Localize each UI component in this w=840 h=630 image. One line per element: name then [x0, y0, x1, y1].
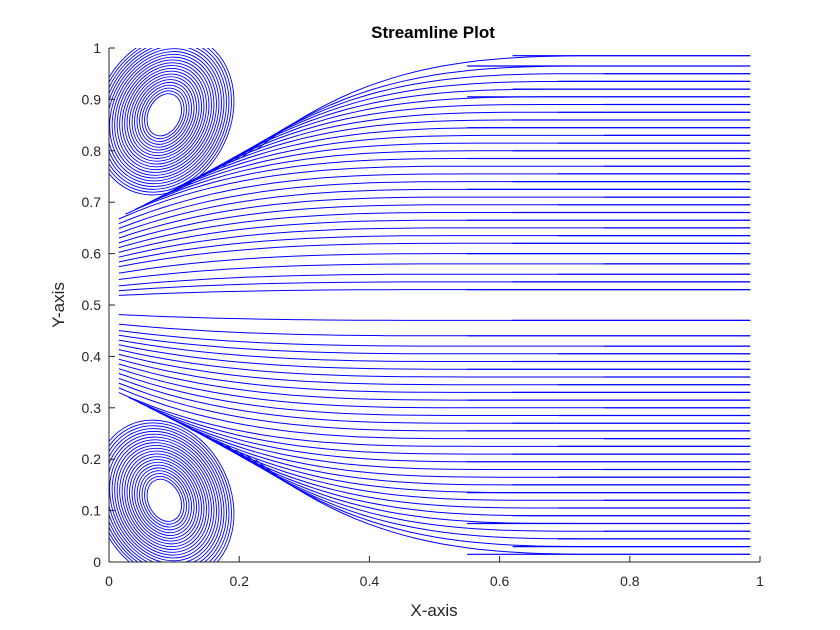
- upper-flow-streamline: [118, 263, 751, 280]
- vortex-loop: [129, 73, 200, 157]
- lower-flow-streamline: [118, 358, 751, 393]
- vortex-loop: [136, 467, 192, 534]
- vortex-loop: [109, 436, 220, 562]
- y-tick-label: 0.9: [82, 91, 102, 107]
- upper-flow-streamline: [134, 150, 751, 210]
- y-tick-label: 0.1: [82, 503, 102, 519]
- vortex-loop: [111, 439, 217, 562]
- vortex-loop: [139, 84, 190, 145]
- y-tick-label: 0.4: [82, 348, 102, 364]
- vortex-loop: [109, 48, 227, 188]
- vortex-loop: [136, 82, 192, 148]
- x-tick-label: 0.6: [490, 573, 510, 589]
- upper-flow-streamline: [118, 212, 751, 249]
- y-tick-label: 1: [93, 40, 101, 56]
- x-axis-label: X-axis: [410, 601, 457, 620]
- x-tick-label: 0: [105, 573, 113, 589]
- vortex-loop: [146, 93, 182, 137]
- vortex-loop: [109, 48, 222, 182]
- upper-flow-streamline: [255, 55, 751, 151]
- upper-flow-streamline: [118, 242, 751, 268]
- upper-flow-streamline: [164, 127, 751, 196]
- vortex-loop: [131, 76, 197, 154]
- x-tick-label: 0.8: [620, 573, 640, 589]
- vortex-upper: [109, 48, 235, 196]
- upper-flow-streamline: [118, 204, 751, 244]
- vortex-loop: [109, 422, 232, 562]
- vortex-loop: [134, 79, 195, 151]
- y-tick-label: 0.3: [82, 400, 102, 416]
- lower-flow-streamline: [235, 449, 751, 540]
- lower-flow-streamline: [118, 373, 751, 416]
- vortex-loop: [119, 447, 210, 553]
- vortex-loop: [144, 90, 185, 140]
- vortex-loop: [129, 459, 200, 542]
- lower-flow-streamline: [177, 420, 751, 494]
- vortex-loop: [111, 53, 217, 176]
- lower-flow-streamline: [186, 425, 751, 501]
- upper-flow-streamline: [118, 196, 751, 239]
- vortex-loop: [109, 433, 222, 562]
- vortex-loop: [109, 48, 225, 185]
- vortex-loop: [126, 456, 202, 545]
- vortex-loop: [109, 51, 220, 179]
- upper-flow-streamline: [118, 273, 751, 287]
- lower-flow-streamline: [118, 368, 751, 409]
- y-tick-label: 0.5: [82, 297, 102, 313]
- vortex-loop: [109, 48, 232, 193]
- lower-flow-streamline: [118, 314, 751, 321]
- vortex-loop: [131, 461, 197, 539]
- y-tick-label: 0.7: [82, 194, 102, 210]
- y-tick-label: 0: [93, 554, 101, 570]
- lower-flow-streamline: [138, 401, 751, 463]
- vortex-loop: [109, 419, 235, 562]
- lower-flow-streamline: [118, 330, 751, 347]
- vortex-loop: [124, 453, 205, 548]
- y-tick-label: 0.8: [82, 143, 102, 159]
- y-tick-label: 0.6: [82, 246, 102, 262]
- vortex-loop: [116, 445, 212, 556]
- x-tick-label: 0.4: [360, 573, 380, 589]
- vortex-lower: [109, 419, 235, 562]
- lower-flow-streamline: [118, 339, 751, 362]
- y-tick-label: 0.2: [82, 451, 102, 467]
- x-tick-label: 0.2: [229, 573, 249, 589]
- vortex-loop: [109, 428, 227, 562]
- vortex-loop: [121, 65, 207, 165]
- vortex-loop: [114, 442, 215, 559]
- upper-flow-streamline: [154, 134, 751, 201]
- upper-flow-streamline: [118, 289, 751, 296]
- vortex-loop: [109, 430, 225, 562]
- y-axis-label: Y-axis: [49, 282, 68, 328]
- vortex-loop: [116, 59, 212, 171]
- vortex-loop: [144, 475, 185, 525]
- vortex-loop: [139, 470, 190, 531]
- streamlines: [109, 48, 751, 562]
- upper-flow-streamline: [232, 73, 751, 163]
- upper-flow-streamline: [173, 119, 751, 191]
- vortex-loop: [109, 425, 230, 562]
- vortex-loop: [109, 48, 235, 196]
- vortex-loop: [119, 62, 210, 168]
- vortex-loop: [134, 464, 195, 536]
- vortex-loop: [121, 450, 207, 550]
- lower-flow-streamline: [118, 323, 751, 337]
- vortex-loop: [126, 70, 202, 159]
- x-tick-label: 1: [756, 573, 764, 589]
- lower-flow-streamline: [157, 411, 751, 478]
- vortex-loop: [141, 87, 187, 142]
- upper-flow-streamline: [118, 219, 751, 253]
- vortex-loop: [146, 478, 182, 522]
- vortex-loop: [124, 67, 205, 162]
- vortex-loop: [109, 48, 230, 190]
- axes: 0 0.2 0.4 0.6 0.8 1 0 0.1 0.2 0.3 0.4 0.5 0.6 0.7 0.8 0…: [82, 40, 765, 589]
- lower-flow-streamline: [118, 334, 751, 355]
- upper-flow-streamline: [183, 111, 751, 186]
- chart-title: Streamline Plot: [371, 23, 495, 42]
- plot-area: [109, 48, 751, 562]
- vortex-loop: [114, 56, 215, 173]
- vortex-loop: [141, 473, 187, 528]
